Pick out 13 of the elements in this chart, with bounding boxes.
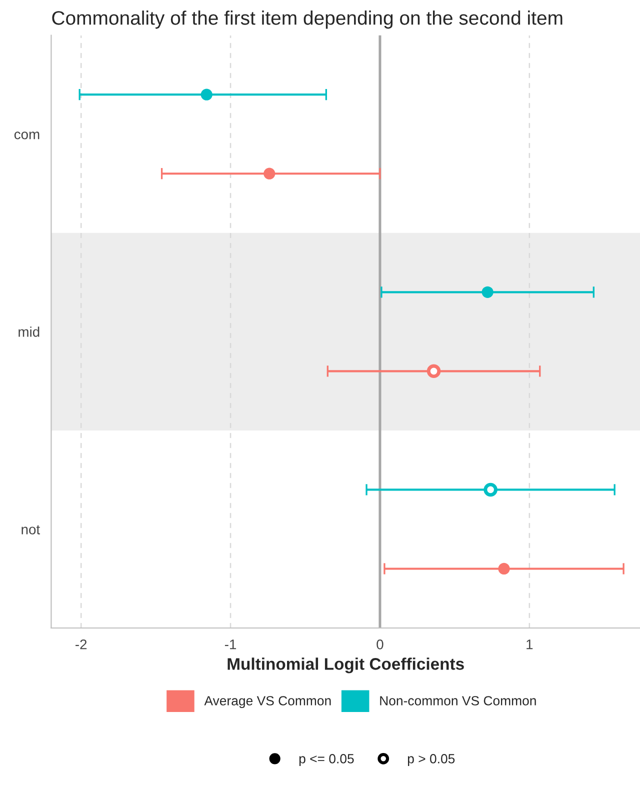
text: p > 0.05 [408,754,455,766]
x-tick-label: -1 [224,640,236,650]
x-tick-label: 1 [526,640,533,650]
y-tick-label: not [22,525,40,534]
x-axis-title: Multinomial Logit Coefficients [228,658,464,674]
legend-label: Average VS Common [204,696,331,708]
x-tick-label: 0 [376,639,384,650]
y-tick-label: mid [18,326,40,337]
legend-label: Non-common VS Common [380,696,536,706]
x-tick-label: -2 [76,639,87,650]
chart-title: Commonality of the first item depending on the second item [52,10,562,29]
y-tick-label: com [14,132,40,140]
text: p <= 0.05 [299,754,354,766]
